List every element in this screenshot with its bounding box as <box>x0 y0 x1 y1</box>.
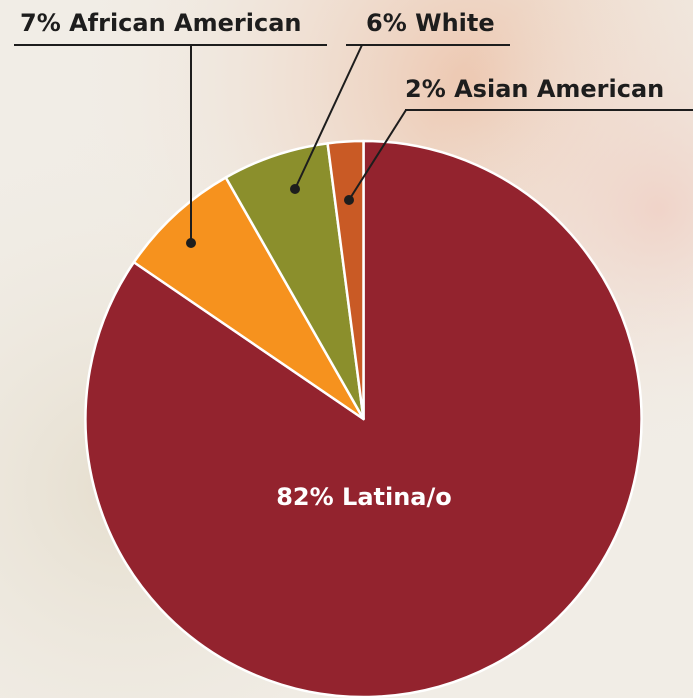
callout-african-american: 7% African American <box>14 9 327 248</box>
dot-asian-american <box>344 195 354 205</box>
leader-asian-american <box>348 109 407 201</box>
leader-white <box>294 44 363 190</box>
label-african-american: 7% African American <box>20 9 301 37</box>
dot-african-american <box>186 238 196 248</box>
label-white: 6% White <box>366 9 495 37</box>
label-latina-o: 82% Latina/o <box>276 483 452 511</box>
callout-asian-american: 2% Asian American <box>344 75 693 205</box>
pie-slice-asian-american <box>326 139 365 421</box>
label-asian-american: 2% Asian American <box>405 75 664 103</box>
callout-white: 6% White <box>290 9 510 194</box>
dot-white <box>290 184 300 194</box>
pie-slices <box>84 139 643 698</box>
